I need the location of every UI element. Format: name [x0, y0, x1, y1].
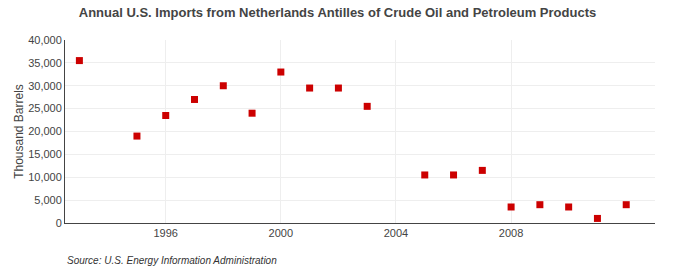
- svg-text:0: 0: [56, 217, 62, 229]
- svg-text:30,000: 30,000: [28, 80, 62, 92]
- svg-text:Annual U.S. Imports from Nethe: Annual U.S. Imports from Netherlands Ant…: [79, 5, 596, 20]
- svg-text:10,000: 10,000: [28, 171, 62, 183]
- svg-text:Thousand Barrels: Thousand Barrels: [12, 84, 26, 179]
- svg-text:2000: 2000: [269, 227, 293, 239]
- svg-text:Source: U.S. Energy Informatio: Source: U.S. Energy Information Administ…: [67, 255, 277, 266]
- svg-text:5,000: 5,000: [34, 194, 62, 206]
- svg-text:1996: 1996: [153, 227, 177, 239]
- svg-text:40,000: 40,000: [28, 34, 62, 46]
- svg-text:20,000: 20,000: [28, 125, 62, 137]
- svg-text:35,000: 35,000: [28, 57, 62, 69]
- svg-text:25,000: 25,000: [28, 102, 62, 114]
- svg-text:15,000: 15,000: [28, 148, 62, 160]
- svg-text:2008: 2008: [499, 227, 523, 239]
- svg-text:2004: 2004: [384, 227, 408, 239]
